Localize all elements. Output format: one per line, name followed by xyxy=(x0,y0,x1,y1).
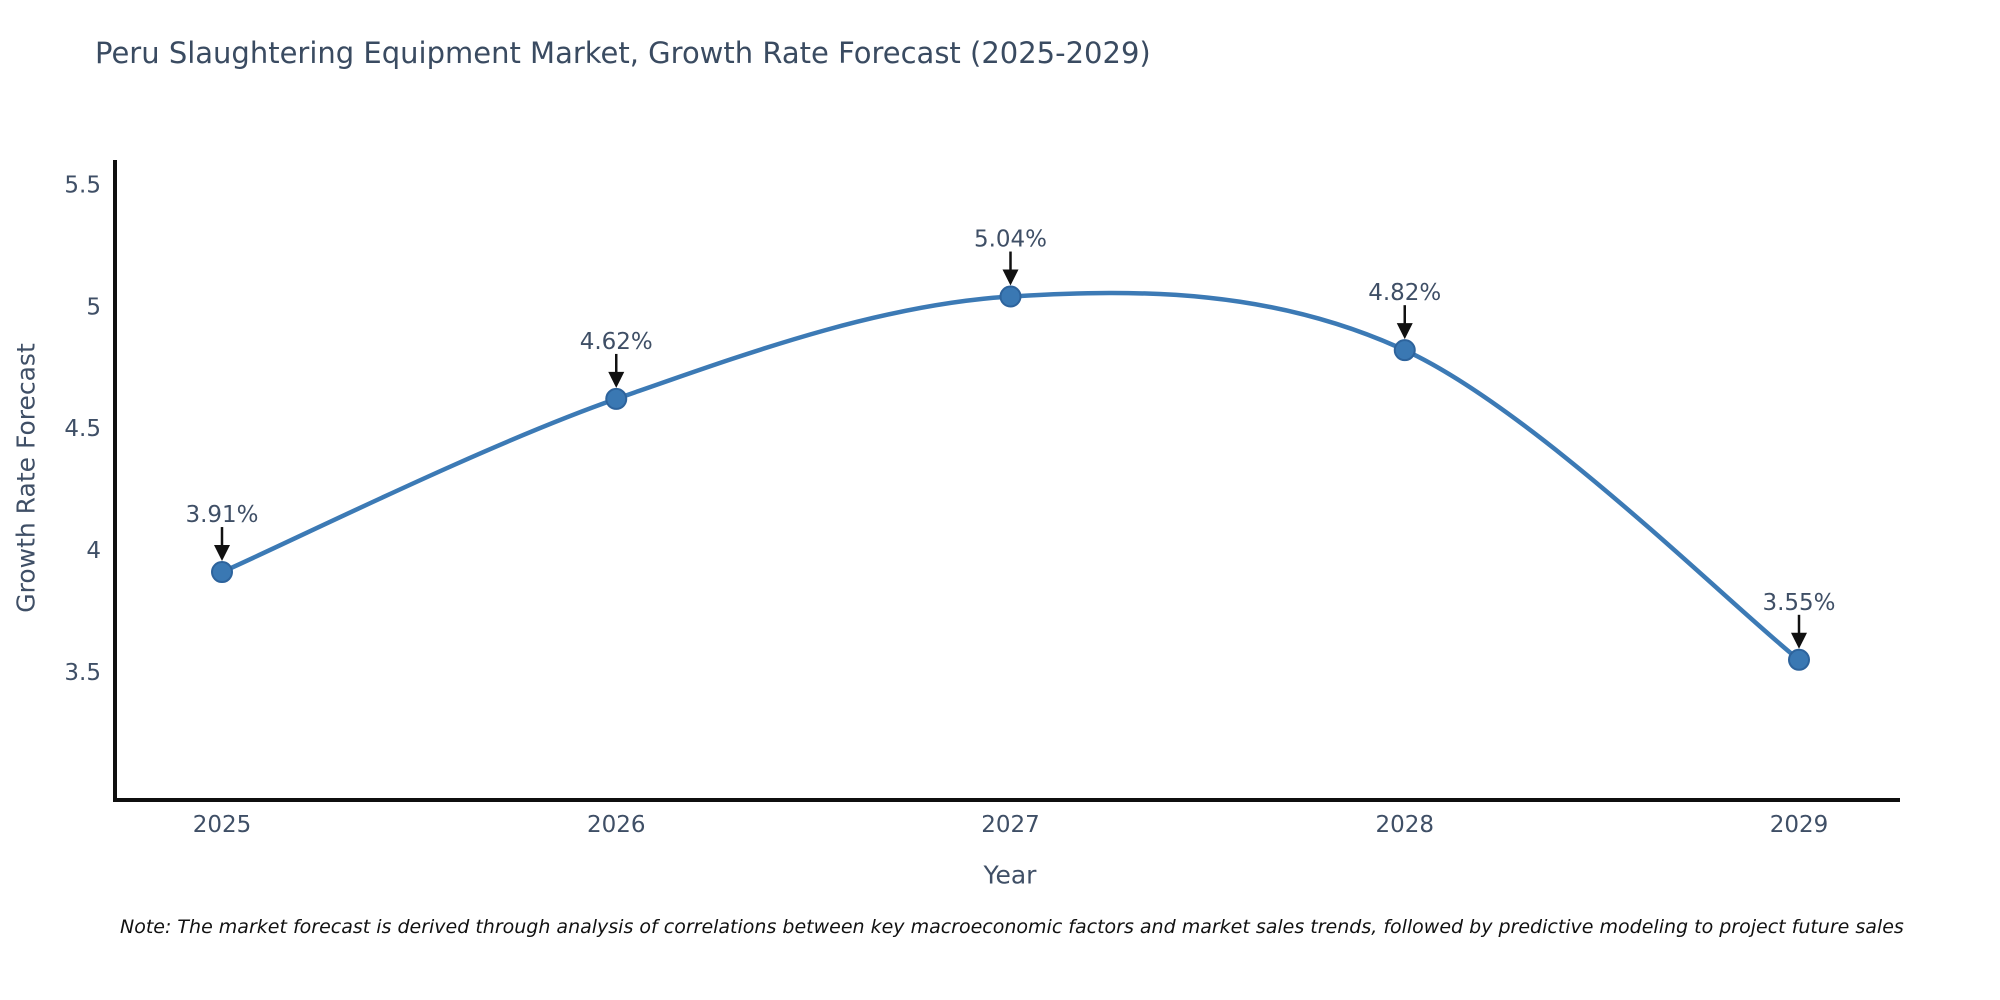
annotation-arrowhead xyxy=(1791,632,1807,649)
point-label: 5.04% xyxy=(974,227,1047,253)
point-label: 4.62% xyxy=(580,329,653,355)
x-tick-label: 2025 xyxy=(193,812,252,838)
data-point-2026[interactable] xyxy=(605,387,628,410)
y-tick-label: 4.5 xyxy=(64,416,101,442)
point-label: 3.91% xyxy=(185,502,258,528)
y-tick-label: 3.5 xyxy=(64,660,101,686)
footnote: Note: The market forecast is derived thr… xyxy=(120,916,1904,938)
data-point-2028[interactable] xyxy=(1393,339,1416,362)
y-tick-label: 4 xyxy=(86,538,101,564)
point-label: 4.82% xyxy=(1368,280,1441,306)
y-tick-label: 5 xyxy=(86,294,101,320)
forecast-line xyxy=(221,290,1801,662)
data-point-2027[interactable] xyxy=(999,285,1022,308)
point-label: 3.55% xyxy=(1762,590,1835,616)
data-point-2029[interactable] xyxy=(1788,648,1810,671)
y-tick-label: 5.5 xyxy=(64,172,101,198)
x-tick-label: 2026 xyxy=(587,812,646,838)
annotation-arrowhead xyxy=(1396,323,1413,340)
x-axis-title: Year xyxy=(983,860,1037,890)
annotation-arrowhead xyxy=(608,371,625,388)
data-point-2025[interactable] xyxy=(211,561,233,584)
x-tick-label: 2028 xyxy=(1375,812,1434,838)
chart-title: Peru Slaughtering Equipment Market, Grow… xyxy=(95,36,1151,70)
x-tick-label: 2027 xyxy=(981,812,1040,838)
x-tick-label: 2029 xyxy=(1770,812,1829,838)
annotation-arrowhead xyxy=(214,545,230,562)
annotation-arrowhead xyxy=(1002,269,1019,286)
